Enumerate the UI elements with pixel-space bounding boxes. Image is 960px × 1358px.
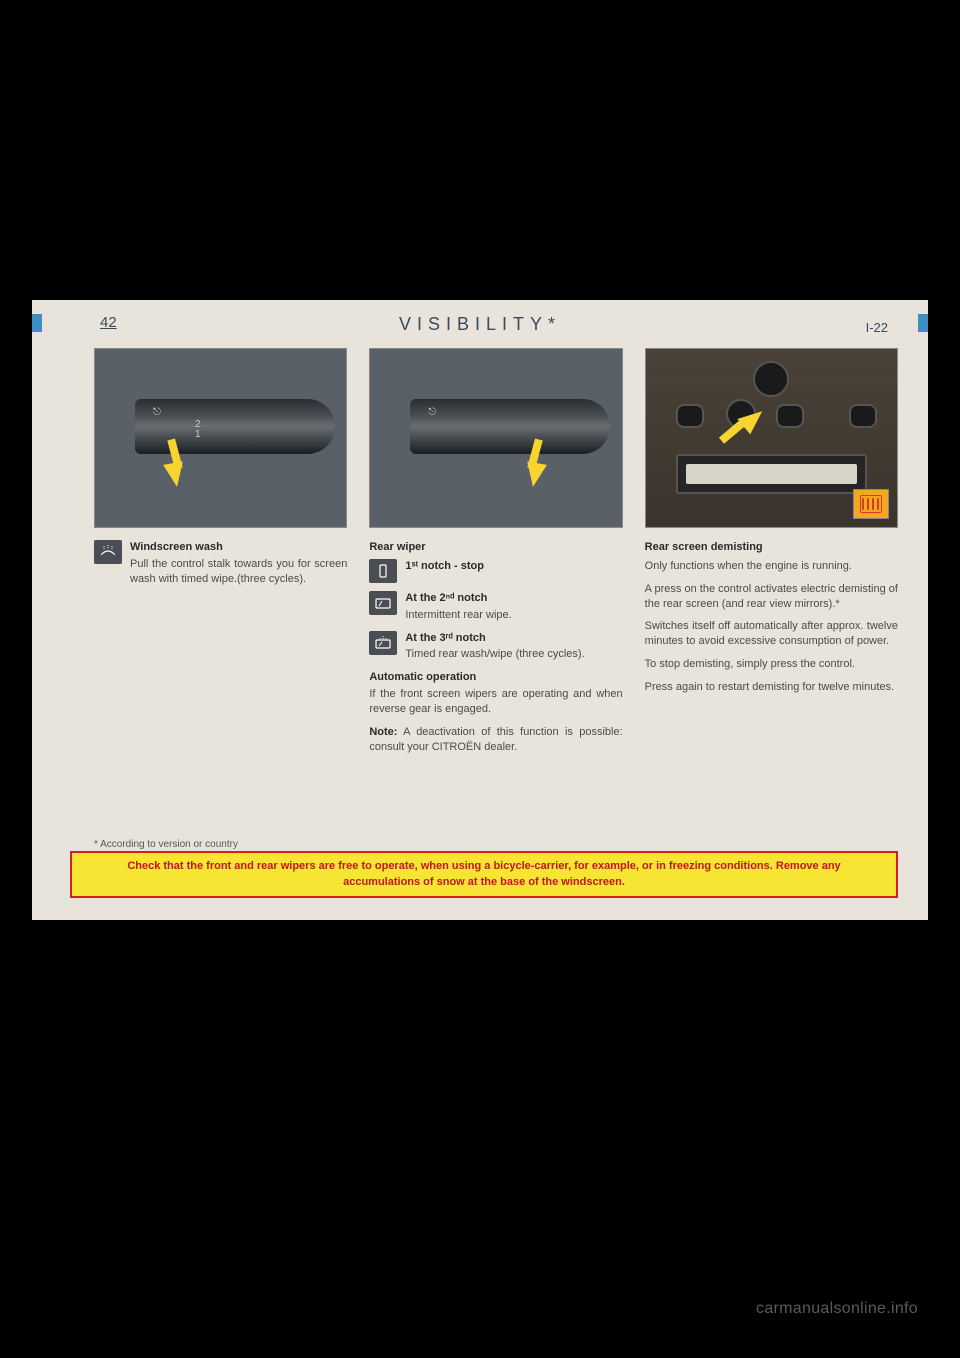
rear-wiper-heading: Rear wiper xyxy=(369,540,622,555)
demist-p3: Switches itself off automatically after … xyxy=(645,619,898,649)
warning-box: Check that the front and rear wipers are… xyxy=(70,851,898,898)
content-columns: ⎋ 2 1 Windscreen wash Pull the control s… xyxy=(94,348,898,854)
notch2-text: Intermittent rear wipe. xyxy=(405,608,511,623)
auto-op-text: If the front screen wipers are operating… xyxy=(369,687,622,717)
notch3-text: Timed rear wash/wipe (three cycles). xyxy=(405,647,584,662)
demist-p2: A press on the control activates electri… xyxy=(645,582,898,612)
column-windscreen-wash: ⎋ 2 1 Windscreen wash Pull the control s… xyxy=(94,348,347,854)
windscreen-wash-icon xyxy=(94,540,122,564)
photo-wiper-stalk-rear: ⎋ xyxy=(369,348,622,528)
demist-p4: To stop demisting, simply press the cont… xyxy=(645,657,898,672)
notch3-title: At the 3ʳᵈ notch xyxy=(405,631,584,646)
notch1-title: 1ˢᵗ notch - stop xyxy=(405,559,484,574)
version-footnote: * According to version or country xyxy=(94,839,238,850)
notch3-washwipe-icon xyxy=(369,631,397,655)
photo-wiper-stalk-wash: ⎋ 2 1 xyxy=(94,348,347,528)
demist-p1: Only functions when the engine is runnin… xyxy=(645,559,898,574)
windscreen-wash-heading: Windscreen wash xyxy=(130,540,347,555)
notch2-intermittent-icon xyxy=(369,591,397,615)
watermark: carmanualsonline.info xyxy=(756,1300,918,1318)
rear-demist-heading: Rear screen demisting xyxy=(645,540,898,555)
page-title: VISIBILITY* xyxy=(32,314,928,335)
manual-page: 42 VISIBILITY* I-22 ⎋ 2 1 W xyxy=(32,300,928,920)
notch2-title: At the 2ⁿᵈ notch xyxy=(405,591,511,606)
windscreen-wash-text: Pull the control stalk towards you for s… xyxy=(130,557,347,587)
page-number-right: I-22 xyxy=(866,320,888,335)
photo-dashboard-demist xyxy=(645,348,898,528)
demist-p5: Press again to restart demisting for twe… xyxy=(645,680,898,695)
rear-demist-icon xyxy=(853,489,889,519)
auto-op-heading: Automatic operation xyxy=(369,670,622,685)
column-rear-demist: Rear screen demisting Only functions whe… xyxy=(645,348,898,854)
column-rear-wiper: ⎋ Rear wiper 1ˢᵗ notch - stop xyxy=(369,348,622,854)
notch1-stop-icon xyxy=(369,559,397,583)
rear-wiper-note: Note: A deactivation of this function is… xyxy=(369,725,622,755)
